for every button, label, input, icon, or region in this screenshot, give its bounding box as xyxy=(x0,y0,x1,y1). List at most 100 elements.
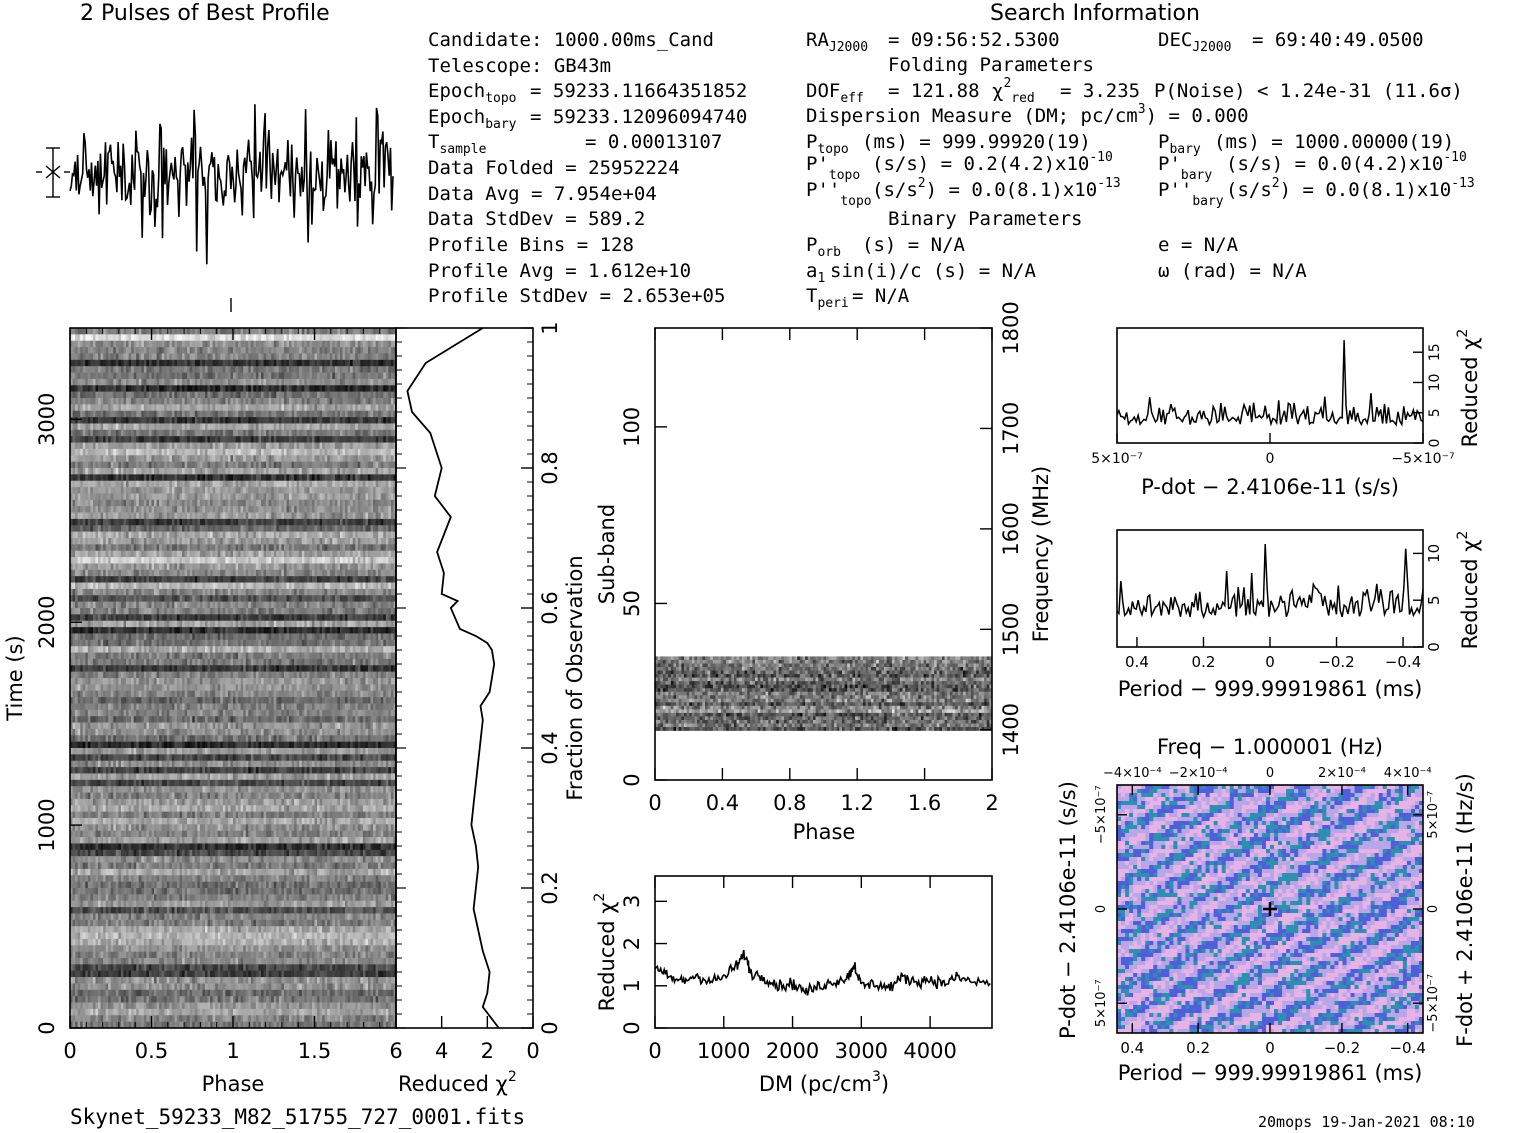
heatmap-cell xyxy=(258,372,262,380)
heatmap-cell xyxy=(327,525,331,532)
heatmap-cell xyxy=(248,550,252,558)
heatmap-cell xyxy=(98,398,101,405)
heatmap-cell xyxy=(255,372,259,380)
heatmap-cell xyxy=(311,557,315,564)
heatmap-cell xyxy=(151,429,155,437)
heatmap-cell xyxy=(169,512,173,520)
heatmap-cell xyxy=(199,538,203,545)
heatmap-cell xyxy=(289,474,292,482)
heatmap-cell xyxy=(245,417,249,424)
heatmap-cell xyxy=(357,512,361,520)
heatmap-cell xyxy=(192,499,196,507)
heatmap-cell xyxy=(123,372,127,380)
heatmap-cell xyxy=(115,410,119,418)
heatmap-cell xyxy=(240,455,244,462)
heatmap-cell xyxy=(362,512,366,520)
heatmap-cell xyxy=(240,544,244,552)
heatmap-cell xyxy=(215,493,219,501)
heatmap-cell xyxy=(161,455,165,462)
heatmap-cell xyxy=(367,538,371,545)
heatmap-cell xyxy=(123,404,127,412)
heatmap-cell xyxy=(375,455,379,462)
heatmap-cell xyxy=(248,557,252,564)
heatmap-cell xyxy=(317,531,320,539)
heatmap-cell xyxy=(261,487,264,494)
heatmap-cell xyxy=(261,448,264,456)
profile-plot xyxy=(36,104,394,312)
heatmap-cell xyxy=(345,366,348,373)
heatmap-cell xyxy=(278,531,282,539)
heatmap-cell xyxy=(365,461,369,469)
heatmap-cell xyxy=(161,442,165,450)
heatmap-cell xyxy=(339,512,343,520)
heatmap-cell xyxy=(345,544,348,552)
heatmap-cell xyxy=(123,334,127,342)
heatmap-cell xyxy=(332,347,336,354)
heatmap-cell xyxy=(176,410,180,418)
heatmap-cell xyxy=(299,557,303,564)
heatmap-cell xyxy=(324,347,328,354)
heatmap-cell xyxy=(215,353,219,361)
heatmap-cell xyxy=(380,436,384,443)
heatmap-cell xyxy=(90,372,94,380)
heatmap-cell xyxy=(385,557,389,564)
heatmap-cell xyxy=(220,436,224,443)
heatmap-cell xyxy=(299,499,303,507)
heatmap-cell xyxy=(156,385,160,392)
heatmap-cell xyxy=(108,544,112,552)
heatmap-cell xyxy=(204,461,208,469)
heatmap-cell xyxy=(291,506,295,513)
heatmap-cell xyxy=(166,404,170,412)
heatmap-cell xyxy=(227,436,231,443)
heatmap-cell xyxy=(263,385,267,392)
heatmap-cell xyxy=(334,417,338,424)
heatmap-cell xyxy=(273,455,277,462)
heatmap-cell xyxy=(357,448,361,456)
heatmap-cell xyxy=(355,544,359,552)
heatmap-cell xyxy=(174,366,178,373)
heatmap-cell xyxy=(80,499,84,507)
heatmap-cell xyxy=(309,474,313,482)
heatmap-cell xyxy=(72,404,76,412)
heatmap-cell xyxy=(166,531,170,539)
heatmap-cell xyxy=(90,385,94,392)
heatmap-cell xyxy=(350,493,354,501)
heatmap-cell xyxy=(337,468,341,475)
heatmap-cell xyxy=(169,429,173,437)
heatmap-cell xyxy=(72,417,76,424)
heatmap-cell xyxy=(385,538,389,545)
heatmap-cell xyxy=(227,417,231,424)
heatmap-cell xyxy=(385,468,389,475)
heatmap-cell xyxy=(248,563,252,571)
heatmap-cell xyxy=(100,340,104,348)
heatmap-cell xyxy=(108,461,112,469)
heatmap-cell xyxy=(113,506,117,513)
heatmap-cell xyxy=(253,372,257,380)
heatmap-cell xyxy=(199,487,203,494)
heatmap-cell xyxy=(268,531,272,539)
heatmap-cell xyxy=(238,448,241,456)
heatmap-cell xyxy=(189,366,193,373)
heatmap-cell xyxy=(334,544,338,552)
heatmap-cell xyxy=(133,417,137,424)
heatmap-cell xyxy=(189,550,193,558)
heatmap-cell xyxy=(77,531,81,539)
heatmap-cell xyxy=(278,436,282,443)
heatmap-cell xyxy=(367,340,371,348)
heatmap-cell xyxy=(233,410,236,418)
heatmap-cell xyxy=(352,391,356,399)
heatmap-cell xyxy=(319,461,323,469)
heatmap-cell xyxy=(176,557,180,564)
heatmap-cell xyxy=(370,557,374,564)
heatmap-cell xyxy=(319,404,323,412)
heatmap-cell xyxy=(250,538,254,545)
heatmap-cell xyxy=(133,557,137,564)
heatmap-cell xyxy=(261,569,264,577)
heatmap-cell xyxy=(113,404,117,412)
heatmap-cell xyxy=(212,429,216,437)
heatmap-cell xyxy=(166,359,170,367)
heatmap-cell xyxy=(393,525,397,532)
heatmap-cell xyxy=(360,474,364,482)
heatmap-cell xyxy=(388,525,392,532)
heatmap-cell xyxy=(77,499,81,507)
